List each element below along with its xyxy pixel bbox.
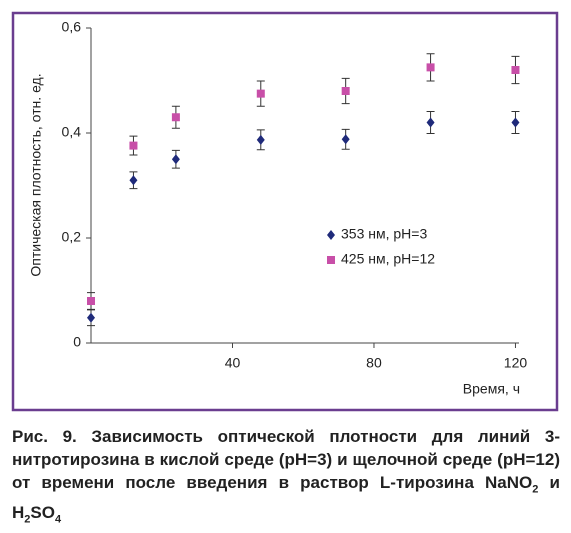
x-axis-label: Время, ч [463, 381, 520, 397]
point [426, 63, 435, 72]
y-tick-label: 0,6 [62, 19, 82, 35]
point [511, 117, 520, 128]
legend-label: 353 нм, pH=3 [341, 226, 427, 242]
chart-frame [11, 11, 559, 412]
x-tick-label: 120 [504, 355, 528, 371]
caption-subscript: 4 [54, 513, 62, 526]
y-tick-label: 0,2 [62, 229, 82, 245]
point [511, 66, 520, 74]
point [256, 89, 265, 98]
caption-subscript: 2 [24, 513, 31, 526]
caption-text: Рис. 9. Зависимость оптической плотности… [12, 427, 560, 492]
point [171, 154, 180, 165]
caption-subscript: 2 [532, 483, 539, 496]
point [341, 134, 350, 145]
point [341, 87, 350, 95]
caption: Рис. 9. Зависимость оптической плотности… [12, 425, 560, 532]
x-tick-label: 40 [225, 355, 241, 371]
point [87, 312, 95, 323]
caption-text: и H [12, 473, 560, 523]
point [171, 113, 180, 122]
point [129, 175, 138, 186]
legend-marker [327, 256, 335, 264]
point [87, 297, 95, 305]
y-tick-label: 0,4 [62, 124, 82, 140]
point [256, 134, 265, 145]
legend-marker [327, 230, 335, 240]
y-axis-label: Оптическая плотность, отн. ед. [28, 73, 44, 276]
y-tick-label: 0 [73, 334, 81, 350]
legend-label: 425 нм, pH=12 [341, 251, 435, 267]
caption-text: SO [30, 503, 55, 523]
x-tick-label: 80 [366, 355, 382, 371]
chart: Оптическая плотность, отн. ед. Время, ч … [11, 11, 559, 412]
point [426, 117, 435, 128]
point [129, 141, 138, 150]
